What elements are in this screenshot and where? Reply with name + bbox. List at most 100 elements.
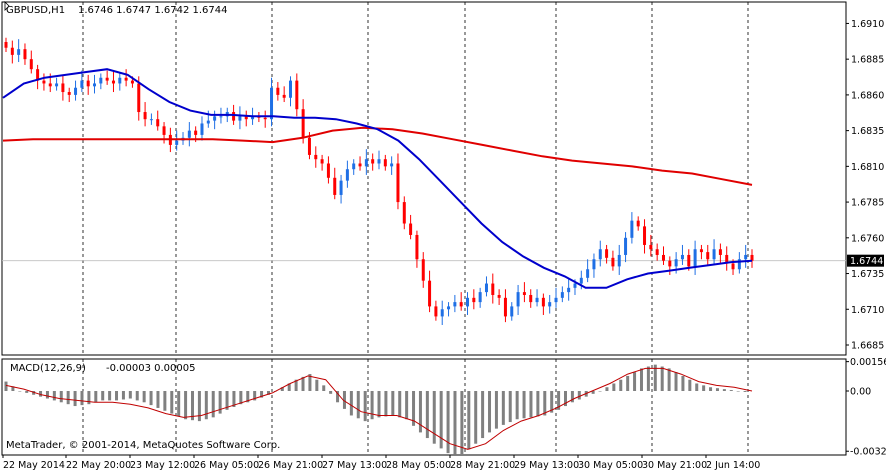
macd-histogram-bar — [322, 385, 326, 391]
macd-histogram-bar — [301, 376, 305, 391]
macd-histogram-bar — [646, 366, 650, 391]
candle-body — [409, 223, 413, 235]
candle-body — [213, 116, 217, 121]
candle-body — [510, 306, 514, 317]
candle-body — [288, 80, 292, 98]
candle-body — [29, 59, 33, 70]
macd-histogram-bar — [211, 391, 215, 418]
candle-body — [232, 112, 236, 121]
candle-body — [630, 220, 634, 238]
candle-body — [345, 169, 349, 181]
candle-body — [282, 94, 286, 98]
candle-body — [541, 297, 545, 307]
macd-histogram-bar — [467, 391, 471, 450]
macd-histogram-bar — [377, 391, 381, 418]
candle-body — [548, 302, 552, 307]
macd-histogram-bar — [743, 391, 747, 392]
macd-histogram-bar — [4, 381, 8, 391]
macd-histogram-bar — [398, 391, 402, 418]
candle-body — [687, 254, 691, 267]
candle-body — [175, 140, 179, 145]
candle-body — [447, 306, 451, 310]
price-tick-label: 1.6885 — [851, 55, 884, 66]
candle-body — [750, 254, 754, 261]
macd-histogram-bar — [612, 383, 616, 391]
candle-body — [118, 77, 122, 84]
candle-body — [80, 80, 84, 88]
macd-histogram-bar — [356, 391, 360, 419]
macd-histogram-bar — [142, 391, 146, 403]
macd-histogram-bar — [729, 390, 733, 391]
macd-histogram-bar — [246, 391, 250, 403]
macd-histogram-bar — [45, 391, 49, 399]
candle-body — [314, 154, 318, 160]
macd-histogram-bar — [163, 391, 167, 411]
candle-body — [105, 77, 109, 81]
macd-histogram-bar — [308, 374, 312, 391]
macd-histogram-bar — [508, 391, 512, 423]
price-panel-frame — [1, 1, 847, 356]
candle-body — [516, 292, 520, 307]
macd-histogram-bar — [329, 391, 333, 394]
macd-histogram-bar — [715, 388, 719, 391]
candle-body — [276, 87, 280, 95]
macd-histogram-bar — [294, 379, 298, 391]
candle-body — [668, 260, 672, 267]
macd-histogram-bar — [453, 391, 457, 455]
candle-body — [206, 120, 210, 124]
macd-histogram-bar — [177, 391, 181, 417]
chevron-right-icon[interactable] — [4, 1, 10, 11]
candle-body — [36, 69, 40, 81]
macd-histogram-bar — [536, 391, 540, 417]
time-tick-label: 28 May 05:00 — [386, 460, 451, 471]
macd-histogram-bar — [418, 391, 422, 433]
macd-histogram-bar — [681, 375, 685, 391]
macd-histogram-bar — [570, 391, 574, 403]
macd-histogram-bar — [626, 375, 630, 391]
macd-histogram-bar — [191, 391, 194, 421]
candle-body — [693, 249, 697, 267]
candle-body — [295, 80, 299, 110]
candle-body — [244, 116, 248, 120]
macd-histogram-bar — [253, 391, 257, 401]
candle-body — [402, 202, 406, 224]
candle-body — [459, 302, 463, 307]
macd-histogram-bar — [52, 391, 56, 401]
candle-body — [592, 259, 596, 270]
macd-histogram-bar — [709, 387, 713, 391]
price-tick-label: 1.6710 — [851, 305, 884, 316]
candle-body — [200, 123, 204, 135]
price-tick-label: 1.6735 — [851, 269, 884, 280]
macd-histogram-bar — [18, 391, 22, 392]
candle-body — [162, 126, 166, 135]
copyright-label: MetaTrader, © 2001-2014, MetaQuotes Soft… — [6, 440, 280, 451]
candle-body — [251, 116, 255, 120]
macd-histogram-bar — [439, 391, 443, 449]
macd-histogram-bar — [494, 391, 498, 429]
candle-body — [383, 159, 387, 167]
macd-histogram-bar — [94, 391, 98, 403]
candle-body — [111, 80, 115, 84]
time-tick-label: 22 May 2014 — [3, 460, 65, 471]
candle-body — [156, 119, 160, 127]
candle-body — [263, 117, 267, 120]
candle-body — [371, 159, 375, 164]
current-price-tag — [847, 254, 884, 267]
candle-body — [421, 259, 425, 281]
macd-histogram-bar — [412, 391, 416, 426]
macd-histogram-bar — [239, 391, 243, 405]
candle-body — [598, 249, 602, 260]
candle-body — [649, 244, 653, 250]
candle-body — [655, 249, 659, 255]
candle-body — [187, 130, 191, 138]
macd-histogram-bar — [336, 391, 340, 403]
candle-body — [124, 77, 128, 81]
macd-histogram-bar — [39, 391, 43, 397]
candle-body — [149, 119, 153, 121]
candle-body — [661, 254, 665, 261]
candle-body — [453, 302, 457, 307]
candle-body — [238, 116, 242, 121]
candle-body — [301, 109, 305, 138]
macd-histogram-bar — [315, 379, 319, 391]
